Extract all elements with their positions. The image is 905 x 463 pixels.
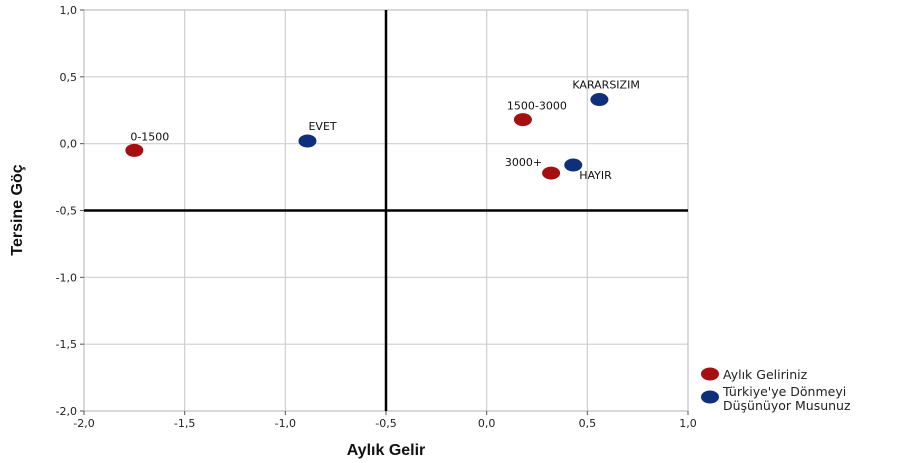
reference-lines: [84, 10, 688, 411]
x-tick-label: -1,0: [275, 417, 296, 430]
point-label: 0-1500: [130, 130, 169, 143]
data-point: [590, 93, 609, 107]
x-tick-label: -1,5: [174, 417, 195, 430]
x-tick-label: -2,0: [73, 417, 94, 430]
point-label: KARARSIZIM: [572, 79, 639, 92]
data-points: [125, 93, 609, 180]
y-tick-label: 1,0: [60, 4, 78, 17]
legend-label: Aylık Geliriniz: [723, 367, 808, 382]
point-labels: 0-1500 1500-3000 3000+ EVET KARARSIZIM HAYIR: [130, 79, 640, 182]
x-tick-label: -0,5: [375, 417, 396, 430]
data-point: [513, 113, 532, 127]
y-axis-ticks: 1,0 0,5 0,0 -0,5 -1,0 -1,5 -2,0: [56, 4, 84, 418]
y-tick-label: -1,0: [56, 271, 77, 284]
point-label: EVET: [308, 120, 336, 133]
y-tick-label: 0,0: [60, 138, 78, 151]
y-tick-label: 0,5: [60, 71, 78, 84]
point-label: HAYIR: [579, 169, 612, 182]
x-axis-title: Aylık Gelir: [347, 442, 426, 459]
y-tick-label: -2,0: [56, 405, 77, 418]
data-point: [564, 158, 583, 172]
legend-label: Türkiye'ye Dönmeyi: [722, 384, 846, 399]
data-point: [125, 143, 144, 157]
point-label: 3000+: [505, 156, 542, 169]
x-tick-label: 1,0: [679, 417, 697, 430]
data-point: [298, 134, 317, 148]
y-tick-label: -0,5: [56, 205, 77, 218]
x-tick-label: 0,5: [579, 417, 597, 430]
x-tick-label: 0,0: [478, 417, 496, 430]
y-tick-label: -1,5: [56, 338, 77, 351]
legend-marker: [701, 390, 719, 404]
x-axis-ticks: -2,0 -1,5 -1,0 -0,5 0,0 0,5 1,0: [73, 411, 697, 430]
data-point: [542, 166, 561, 180]
legend-label: Düşünüyor Musunuz: [723, 398, 851, 413]
legend-marker: [701, 367, 719, 381]
point-label: 1500-3000: [507, 100, 567, 113]
legend: Aylık Geliriniz Türkiye'ye DönmeyiDüşünüy…: [701, 367, 851, 413]
y-axis-title: Tersine Göç: [9, 164, 26, 255]
